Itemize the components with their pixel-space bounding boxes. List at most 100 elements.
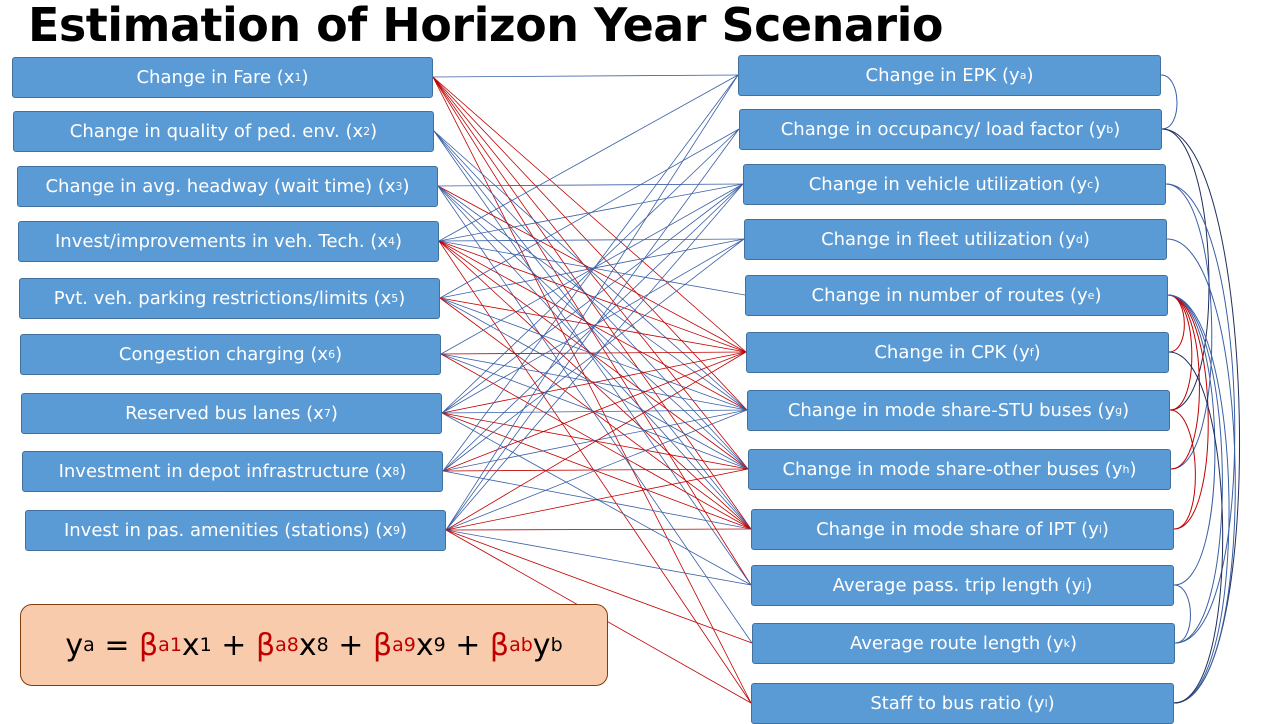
output-label: Change in vehicle utilization (y <box>808 174 1088 195</box>
coefficient-beta-a1: β <box>139 627 159 663</box>
output-subscript: c <box>1087 178 1094 191</box>
feedback-link-ya-yb <box>1160 74 1178 130</box>
input-box-x4: Invest/improvements in veh. Tech. (x 4) <box>18 221 439 262</box>
link-x1-ya <box>432 74 739 78</box>
output-box-yl: Staff to bus ratio (y l) <box>751 683 1174 724</box>
output-box-yf: Change in CPK (y f) <box>746 332 1169 373</box>
link-x8-yd <box>442 238 745 472</box>
link-x3-yc <box>437 183 744 187</box>
coefficient-beta-a8: β <box>255 627 276 663</box>
output-box-yh: Change in mode share-other buses (y h) <box>748 449 1171 490</box>
link-x2-yj <box>433 130 752 586</box>
feedback-link-ye-yi <box>1167 294 1209 530</box>
link-x7-yj <box>441 412 752 586</box>
link-x8-ya <box>442 74 739 472</box>
output-box-yc: Change in vehicle utilization (y c) <box>743 164 1166 205</box>
link-x4-yi <box>438 240 752 530</box>
output-label: Change in number of routes (y <box>811 285 1088 306</box>
equation-variable: x <box>415 627 434 663</box>
output-label: Change in mode share-other buses (y <box>782 459 1123 480</box>
link-x9-yk <box>445 529 753 644</box>
input-subscript: 8 <box>392 465 400 478</box>
output-subscript: h <box>1122 463 1130 476</box>
link-x4-yl <box>438 240 752 704</box>
link-x1-yf <box>432 76 747 353</box>
equation-variable: x <box>298 627 317 663</box>
input-label: Change in Fare (x <box>136 67 295 88</box>
output-subscript: k <box>1063 637 1071 650</box>
link-x1-yj <box>432 76 752 586</box>
feedback-link-ye-yj <box>1167 294 1216 586</box>
coefficient-beta-ab: β <box>489 627 510 663</box>
feedback-link-ye-yl <box>1167 294 1230 704</box>
link-x8-yf <box>442 351 747 472</box>
output-box-yk: Average route length (y k) <box>752 623 1175 664</box>
link-x9-ya <box>445 74 739 531</box>
link-x4-ya <box>438 74 739 242</box>
input-label: Investment in depot infrastructure (x <box>58 461 393 482</box>
output-subscript: j <box>1082 579 1086 592</box>
input-box-x2: Change in quality of ped. env. (x 2) <box>13 111 434 152</box>
output-label: Staff to bus ratio (y <box>870 693 1045 714</box>
output-box-yd: Change in fleet utilization (y d) <box>744 219 1167 260</box>
feedback-link-ye-yk <box>1167 294 1223 644</box>
input-subscript: 4 <box>387 235 395 248</box>
link-x4-yd <box>438 238 745 242</box>
input-box-x7: Reserved bus lanes (x 7) <box>21 393 442 434</box>
output-subscript: g <box>1115 404 1123 417</box>
feedback-link-yb-yg <box>1161 128 1210 411</box>
input-label: Change in quality of ped. env. (x <box>69 121 364 142</box>
output-subscript: i <box>1098 523 1102 536</box>
output-label: Change in mode share of IPT (y <box>816 519 1099 540</box>
input-box-x8: Investment in depot infrastructure (x 8) <box>22 451 443 492</box>
link-x7-yc <box>441 183 744 414</box>
input-subscript: 9 <box>393 524 401 537</box>
input-box-x5: Pvt. veh. parking restrictions/limits (x… <box>19 278 440 319</box>
link-x9-yc <box>445 183 744 531</box>
output-label: Change in mode share-STU buses (y <box>787 400 1116 421</box>
input-label: Congestion charging (x <box>118 344 329 365</box>
equation-variable: x <box>181 627 200 663</box>
input-box-x9: Invest in pas. amenities (stations) (x 9) <box>25 510 446 551</box>
output-label: Average route length (y <box>849 633 1064 654</box>
output-label: Change in EPK (y <box>865 65 1020 86</box>
feedback-link-yg-yi <box>1169 409 1196 530</box>
feedback-link-yc-yh <box>1165 183 1213 470</box>
link-x9-yf <box>445 351 747 531</box>
link-x9-yi <box>445 528 752 531</box>
input-subscript: 7 <box>323 407 331 420</box>
feedback-link-yd-yl <box>1166 238 1236 704</box>
output-label: Change in occupancy/ load factor (y <box>780 119 1107 140</box>
feedback-link-ye-yg <box>1167 294 1193 411</box>
input-label: Change in avg. headway (wait time) (x <box>45 176 396 197</box>
link-x7-yd <box>441 238 745 414</box>
feedback-link-yf-yl <box>1168 351 1224 704</box>
output-box-ye: Change in number of routes (y e) <box>745 275 1168 316</box>
output-box-yg: Change in mode share-STU buses (y g) <box>747 390 1170 431</box>
link-x7-yb <box>441 128 740 414</box>
input-label: Pvt. veh. parking restrictions/limits (x <box>53 288 392 309</box>
link-x5-yg <box>439 297 748 411</box>
input-box-x1: Change in Fare (x 1) <box>12 57 433 98</box>
link-x5-yi <box>439 297 752 530</box>
input-box-x3: Change in avg. headway (wait time) (x 3) <box>17 166 438 207</box>
link-x9-yh <box>445 468 749 531</box>
output-subscript: f <box>1029 346 1034 359</box>
equation-lhs: y <box>65 627 84 663</box>
input-subscript: 1 <box>294 71 302 84</box>
output-box-yj: Average pass. trip length (y j) <box>751 565 1174 606</box>
input-subscript: 3 <box>395 180 403 193</box>
equation-variable: y <box>532 627 551 663</box>
link-x9-yb <box>445 128 740 531</box>
output-label: Change in CPK (y <box>874 342 1030 363</box>
output-label: Change in fleet utilization (y <box>821 229 1076 250</box>
input-label: Invest in pas. amenities (stations) (x <box>63 520 394 541</box>
link-x5-yh <box>439 297 749 470</box>
feedback-link-yc-yk <box>1165 183 1236 644</box>
feedback-link-yj-yk <box>1173 584 1191 644</box>
link-x3-yk <box>437 185 753 644</box>
link-x1-yl <box>432 76 752 704</box>
output-subscript: b <box>1106 123 1114 136</box>
